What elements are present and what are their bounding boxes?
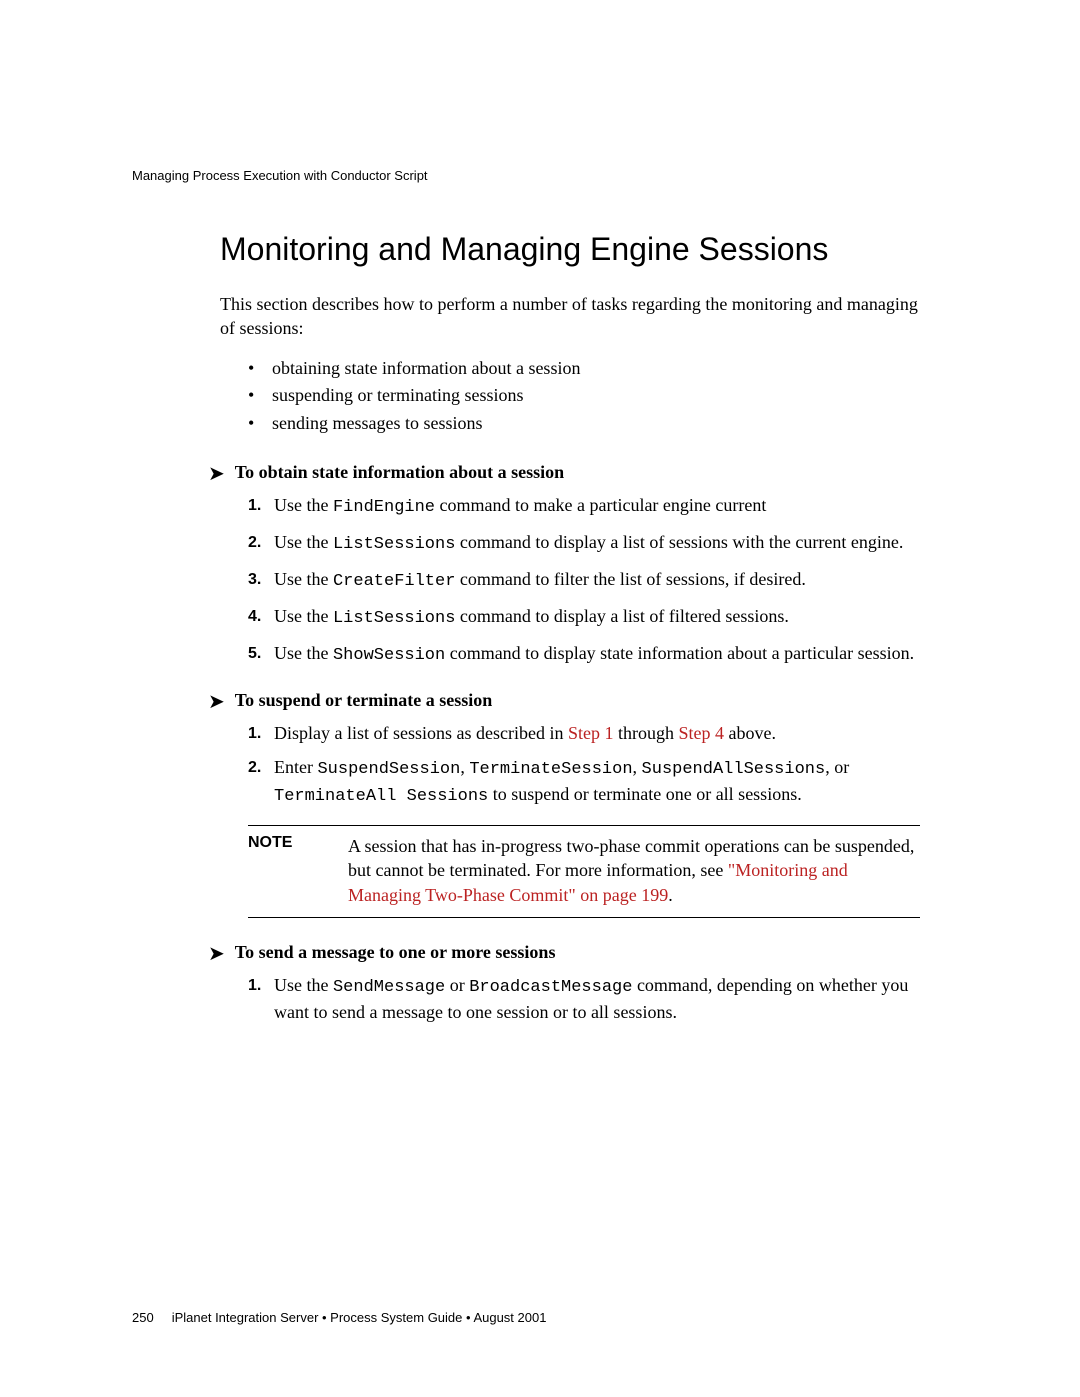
procedure-title: To suspend or terminate a session [235,690,493,711]
procedure-title: To obtain state information about a sess… [235,462,564,483]
procedure-title: To send a message to one or more session… [235,942,556,963]
bullet-list: obtaining state information about a sess… [248,355,920,439]
command-name: ListSessions [333,535,455,554]
step-text: command to display a list of filtered se… [455,606,788,626]
note-box: NOTE A session that has in-progress two-… [248,825,920,918]
step-text: Use the [274,606,333,626]
step-list: Use the SendMessage or BroadcastMessage … [248,973,920,1024]
command-name: BroadcastMessage [469,978,632,997]
command-name: TerminateSession [469,760,632,779]
arrow-icon: ➤ [208,464,225,484]
bullet-item: sending messages to sessions [248,410,920,438]
step-text: Use the [274,569,333,589]
cross-ref-link[interactable]: Step 1 [568,723,614,743]
intro-paragraph: This section describes how to perform a … [220,292,920,341]
step-item: Use the ListSessions command to display … [248,530,920,557]
command-name: FindEngine [333,498,435,517]
procedure-suspend-terminate: ➤ To suspend or terminate a session Disp… [220,690,920,918]
procedure-send-message: ➤ To send a message to one or more sessi… [220,942,920,1024]
step-list: Use the FindEngine command to make a par… [248,493,920,668]
cross-ref-link[interactable]: Step 4 [678,723,724,743]
command-name: SuspendSession [317,760,460,779]
note-body: A session that has in-progress two-phase… [348,834,920,907]
step-text: Use the [274,532,333,552]
step-item: Use the SendMessage or BroadcastMessage … [248,973,920,1024]
procedure-heading: ➤ To suspend or terminate a session [208,690,920,711]
step-item: Use the FindEngine command to make a par… [248,493,920,520]
step-text: through [613,723,678,743]
command-name: ListSessions [333,609,455,628]
step-text: command to make a particular engine curr… [435,495,766,515]
step-item: Use the ListSessions command to display … [248,604,920,631]
bullet-item: obtaining state information about a sess… [248,355,920,383]
procedure-heading: ➤ To obtain state information about a se… [208,462,920,483]
bullet-item: suspending or terminating sessions [248,382,920,410]
step-text: command to display a list of sessions wi… [455,532,903,552]
step-text: , [460,757,469,777]
step-text: Use the [274,975,333,995]
command-name: SuspendAllSessions [642,760,826,779]
step-item: Display a list of sessions as described … [248,721,920,745]
note-text: . [668,885,673,905]
page-footer: 250 iPlanet Integration Server • Process … [132,1310,546,1325]
page-number: 250 [132,1310,154,1325]
page: Managing Process Execution with Conducto… [0,0,1080,1397]
step-item: Use the CreateFilter command to filter t… [248,567,920,594]
command-name: ShowSession [333,646,445,665]
command-name: TerminateAll Sessions [274,787,488,806]
procedure-heading: ➤ To send a message to one or more sessi… [208,942,920,963]
step-text: Enter [274,757,317,777]
step-text: , or [825,757,849,777]
step-text: , [633,757,642,777]
content-area: Monitoring and Managing Engine Sessions … [220,231,920,1024]
step-text: above. [724,723,776,743]
step-text: Use the [274,643,333,663]
step-text: command to filter the list of sessions, … [455,569,805,589]
step-text: or [445,975,469,995]
step-item: Enter SuspendSession, TerminateSession , … [248,755,920,809]
procedure-obtain-state: ➤ To obtain state information about a se… [220,462,920,668]
command-name: CreateFilter [333,572,455,591]
arrow-icon: ➤ [208,944,225,964]
step-list: Display a list of sessions as described … [248,721,920,809]
command-name: SendMessage [333,978,445,997]
step-text: to suspend or terminate one or all sessi… [488,784,801,804]
footer-text: iPlanet Integration Server • Process Sys… [172,1310,547,1325]
step-text: command to display state information abo… [445,643,914,663]
step-item: Use the ShowSession command to display s… [248,641,920,668]
step-text: Display a list of sessions as described … [274,723,568,743]
arrow-icon: ➤ [208,692,225,712]
page-title: Monitoring and Managing Engine Sessions [220,231,920,268]
step-text: Use the [274,495,333,515]
running-header: Managing Process Execution with Conducto… [132,168,960,183]
note-label: NOTE [248,834,348,907]
